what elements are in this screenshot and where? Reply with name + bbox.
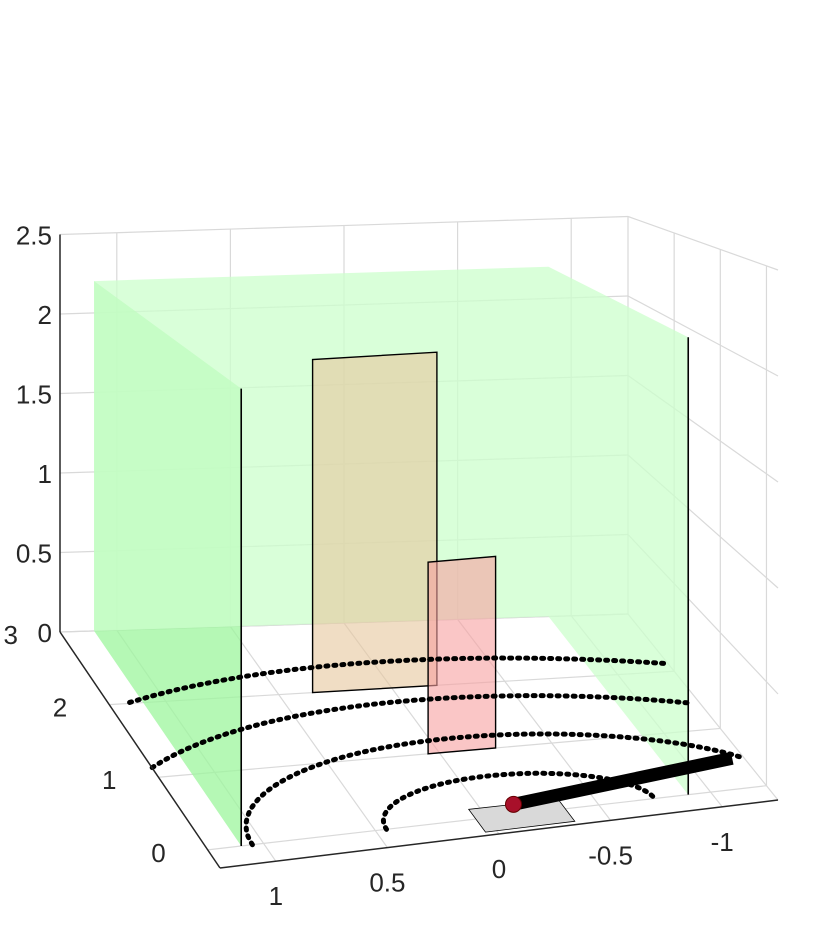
grid-line (229, 626, 388, 848)
z-tick-label: 2 (38, 300, 52, 330)
surface-layer (94, 266, 746, 848)
x-tick-label: 1 (269, 881, 283, 911)
x-tick-label: -0.5 (588, 840, 633, 870)
y-axis-line (59, 631, 221, 869)
z-tick-label: 1.5 (16, 380, 52, 410)
x-axis-line (219, 799, 779, 869)
grid-line (59, 215, 629, 236)
x-tick-label: 0.5 (369, 868, 405, 898)
arc-2 (243, 731, 746, 848)
z-tick-label: 0 (38, 618, 52, 648)
z-tick-label: 1 (38, 459, 52, 489)
grid-line (627, 215, 779, 271)
x-tick-label: 0 (492, 854, 506, 884)
marker-point (504, 795, 522, 813)
small-panel (427, 555, 497, 755)
z-tick-label: 2.5 (16, 221, 52, 251)
y-tick-label: 3 (4, 620, 18, 650)
right-wall (548, 266, 689, 795)
y-tick-label: 0 (151, 838, 165, 868)
arm-segment (512, 751, 734, 811)
x-tick-label: -1 (711, 827, 734, 857)
z-tick-label: 0.5 (16, 539, 52, 569)
arc-4 (127, 655, 668, 705)
axis-layer (59, 234, 779, 869)
y-tick-label: 1 (102, 765, 116, 795)
tall-panel (311, 351, 438, 694)
y-tick-label: 2 (53, 693, 67, 723)
grid-line (627, 295, 779, 377)
arc-3 (149, 693, 693, 771)
